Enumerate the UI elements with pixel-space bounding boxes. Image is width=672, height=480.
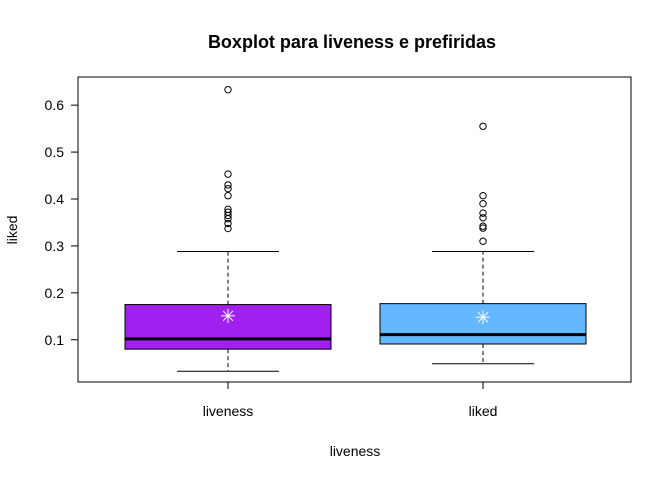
outlier-point bbox=[479, 209, 487, 217]
boxplot-series bbox=[124, 85, 587, 372]
outlier-point bbox=[224, 208, 232, 216]
y-tick-label: 0.6 bbox=[45, 97, 65, 113]
outlier-point bbox=[224, 224, 232, 233]
outlier-point bbox=[224, 170, 232, 178]
outlier-point bbox=[479, 214, 487, 222]
mean-marker bbox=[221, 308, 235, 323]
x-axis-label: liveness bbox=[330, 443, 381, 459]
outlier-point bbox=[479, 224, 487, 232]
outlier-point bbox=[479, 122, 487, 130]
y-tick-label: 0.1 bbox=[45, 332, 65, 348]
x-tick-label: liveness bbox=[203, 403, 254, 419]
outlier-point bbox=[224, 205, 232, 214]
outlier-point bbox=[479, 222, 487, 230]
y-axis-label: liked bbox=[4, 216, 20, 245]
y-tick-label: 0.4 bbox=[45, 191, 65, 207]
mean-marker bbox=[476, 310, 490, 325]
x-tick-label: liked bbox=[469, 403, 498, 419]
chart-title: Boxplot para liveness e prefiridas bbox=[208, 32, 496, 52]
box-group-liveness bbox=[124, 85, 332, 372]
y-axis-ticks: 0.1 0.2 0.3 0.4 0.5 0.6 bbox=[45, 97, 78, 348]
outlier-point bbox=[224, 184, 232, 193]
y-tick-label: 0.3 bbox=[45, 238, 65, 254]
outlier-point bbox=[224, 192, 232, 200]
x-axis-ticks: liveness liked bbox=[203, 382, 498, 419]
outlier-point bbox=[479, 192, 487, 200]
outlier-point bbox=[224, 219, 232, 228]
box-group-liked bbox=[379, 122, 587, 365]
outlier-point bbox=[479, 199, 487, 208]
y-tick-label: 0.5 bbox=[45, 144, 65, 160]
y-tick-label: 0.2 bbox=[45, 285, 65, 301]
outlier-point bbox=[224, 85, 232, 94]
outlier-point bbox=[479, 237, 487, 245]
outlier-point bbox=[224, 181, 232, 189]
